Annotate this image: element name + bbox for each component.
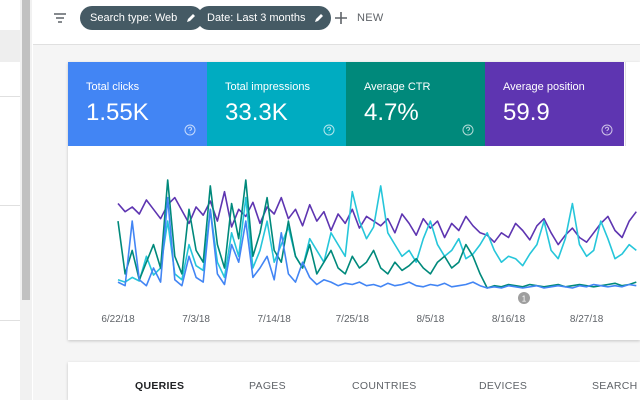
series-line (117, 179, 637, 289)
metric-label: Average CTR (364, 81, 431, 93)
tab[interactable]: PAGES (249, 380, 286, 392)
metric-value: 59.9 (503, 99, 550, 126)
x-tick-label: 7/3/18 (182, 314, 210, 325)
card-edge (625, 62, 640, 146)
metric-card[interactable]: Total impressions 33.3K (207, 62, 346, 146)
x-tick-label: 8/5/18 (416, 314, 444, 325)
plus-icon[interactable] (334, 11, 348, 25)
divider (0, 320, 20, 321)
series-line (117, 185, 637, 283)
metric-value: 33.3K (225, 99, 288, 126)
scrollbar-thumb[interactable] (22, 0, 30, 300)
help-icon[interactable] (184, 124, 196, 136)
help-icon[interactable] (323, 124, 335, 136)
scrollbar[interactable] (20, 0, 32, 400)
divider (0, 96, 20, 97)
x-tick-label: 7/14/18 (258, 314, 292, 325)
metric-card[interactable]: Average position 59.9 (485, 62, 624, 146)
metric-label: Average position (503, 81, 585, 93)
edit-icon (315, 14, 324, 22)
x-tick-label: 8/27/18 (570, 314, 604, 325)
chip[interactable]: Search type: Web (80, 6, 204, 30)
metric-label: Total clicks (86, 81, 140, 93)
metric-card[interactable]: Average CTR 4.7% (346, 62, 485, 146)
x-tick-label: 6/22/18 (101, 314, 135, 325)
chip-label: Search type: Web (90, 12, 178, 24)
tabs-card (68, 362, 640, 400)
help-icon[interactable] (601, 124, 613, 136)
annotation-label: 1 (522, 295, 527, 304)
annotation-marker (518, 292, 530, 304)
metric-value: 4.7% (364, 99, 419, 126)
sidebar-item (0, 30, 20, 62)
new-button[interactable]: NEW (357, 12, 384, 24)
help-icon[interactable] (462, 124, 474, 136)
tab[interactable]: QUERIES (135, 380, 185, 392)
chip-label: Date: Last 3 months (207, 12, 306, 24)
edit-icon (187, 14, 196, 22)
tab[interactable]: COUNTRIES (352, 380, 417, 392)
tab[interactable]: DEVICES (479, 380, 528, 392)
divider (0, 205, 20, 206)
filter-icon[interactable] (52, 10, 68, 26)
x-tick-label: 8/16/18 (492, 314, 526, 325)
chip[interactable]: Date: Last 3 months (197, 6, 332, 30)
series-line (117, 196, 637, 289)
tab[interactable]: SEARCH A (592, 380, 640, 392)
series-line (117, 190, 637, 246)
metric-value: 1.55K (86, 99, 149, 126)
metric-label: Total impressions (225, 81, 310, 93)
x-tick-label: 7/25/18 (336, 314, 370, 325)
metric-card[interactable]: Total clicks 1.55K (68, 62, 207, 146)
